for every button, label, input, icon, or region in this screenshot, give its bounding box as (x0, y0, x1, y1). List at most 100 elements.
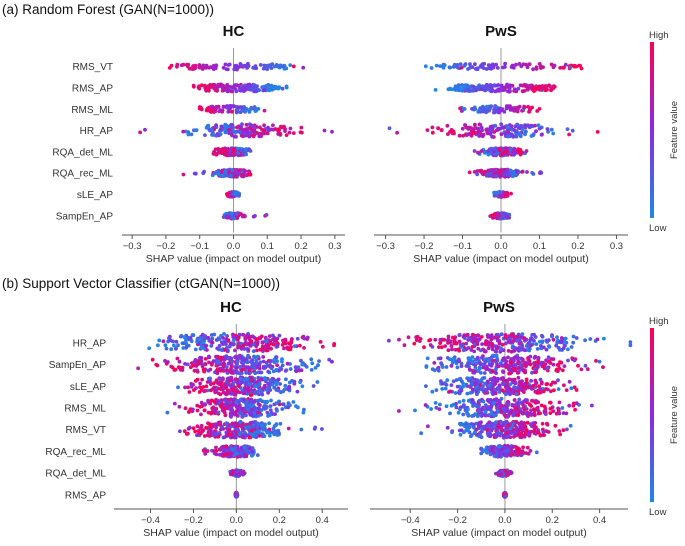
section-title-b: (b) Support Vector Classifier (ctGAN(N=1… (2, 276, 280, 291)
dot-sLE_AP (487, 383, 491, 388)
dot-sLE_AP (509, 191, 513, 196)
dot-RMS_VT (320, 427, 324, 431)
dot-RMS_VT (517, 62, 522, 66)
dot-RMS_VT (261, 66, 266, 71)
dot-RMS_VT (256, 429, 261, 434)
dot-RMS_VT (184, 432, 189, 436)
dot-RMS_ML (212, 411, 217, 415)
dot-sLE_AP (522, 390, 526, 394)
dot-HR_AP (161, 339, 166, 344)
dot-HR_AP (237, 332, 242, 337)
dot-RMS_ML (216, 399, 221, 403)
dot-HR_AP (467, 125, 472, 130)
dot-RMS_VT (235, 421, 240, 426)
dot-sLE_AP (287, 386, 292, 391)
dot-RMS_AP (544, 87, 549, 92)
dot-HR_AP (330, 129, 334, 134)
dot-SampEn_AP (245, 360, 250, 365)
dot-sLE_AP (508, 382, 513, 387)
dot-RMS_ML (516, 407, 520, 412)
dot-RMS_ML (232, 104, 236, 109)
dot-SampEn_AP (216, 355, 221, 359)
dot-RMS_ML (497, 110, 502, 114)
dot-RQA_rec_ML (255, 453, 260, 457)
x-tick-label-0.2: 0.2 (273, 515, 286, 526)
dot-SampEn_AP (425, 356, 430, 361)
dot-SampEn_AP (509, 361, 513, 365)
dot-RMS_ML (217, 109, 222, 114)
dot-RQA_rec_ML (497, 168, 502, 173)
dot-SampEn_AP (469, 358, 473, 363)
dot-HR_AP (480, 128, 484, 133)
dot-SampEn_AP (486, 359, 491, 363)
dot-RMS_ML (249, 404, 254, 408)
dot-RMS_AP (534, 87, 539, 91)
dot-SampEn_AP (288, 367, 293, 371)
dot-sLE_AP (223, 392, 228, 396)
dot-sLE_AP (523, 386, 528, 391)
dot-HR_AP (506, 349, 511, 353)
dot-RMS_ML (483, 413, 488, 418)
dot-RMS_VT (291, 64, 296, 69)
dot-RMS_AP (220, 85, 225, 90)
dot-RMS_VT (538, 66, 543, 70)
dot-RMS_AP (539, 86, 544, 91)
dot-RMS_ML (226, 109, 231, 114)
dot-sLE_AP (209, 388, 213, 393)
dot-RQA_det_ML (483, 151, 487, 155)
dot-sLE_AP (541, 389, 546, 394)
dot-SampEn_AP (555, 369, 560, 373)
dot-RMS_ML (209, 110, 214, 114)
dot-RMS_ML (199, 107, 204, 112)
dot-RMS_ML (198, 404, 203, 409)
dot-RMS_ML (214, 105, 219, 109)
dot-HR_AP (138, 130, 143, 135)
dot-RMS_VT (553, 423, 558, 428)
dot-HR_AP (157, 338, 162, 343)
dot-RMS_ML (494, 404, 499, 408)
dot-RMS_VT (228, 424, 233, 429)
x-tick-label-0: 0.0 (227, 241, 240, 252)
dot-SampEn_AP (261, 359, 266, 364)
dot-SampEn_AP (215, 361, 219, 366)
dot-RMS_AP (483, 88, 488, 93)
feature-label-RMS_VT: RMS_VT (72, 62, 113, 73)
dot-RMS_VT (462, 63, 467, 68)
dot-RMS_ML (492, 401, 496, 405)
dot-RMS_VT (274, 63, 279, 67)
dot-HR_AP (395, 130, 399, 135)
dot-RMS_VT (217, 431, 222, 435)
dot-RMS_ML (510, 403, 515, 407)
dot-RMS_AP (277, 85, 282, 90)
dot-sLE_AP (500, 388, 505, 393)
dot-RMS_VT (301, 65, 306, 70)
dot-HR_AP (558, 340, 563, 345)
dot-SampEn_AP (253, 371, 258, 376)
dot-RMS_ML (199, 412, 203, 417)
dot-SampEn_AP (597, 359, 602, 364)
dot-RMS_AP (492, 83, 497, 88)
dot-HR_AP (516, 348, 520, 353)
dot-HR_AP (438, 337, 443, 342)
dot-HR_AP (520, 345, 525, 350)
dot-HR_AP (489, 334, 494, 338)
dot-sLE_AP (254, 389, 259, 394)
dot-SampEn_AP (511, 366, 516, 371)
dot-RMS_ML (240, 414, 245, 419)
dot-HR_AP (178, 334, 183, 339)
dot-SampEn_AP (219, 369, 224, 373)
dot-RMS_VT (451, 65, 456, 69)
dot-RQA_det_ML (486, 152, 491, 157)
dot-SampEn_AP (601, 365, 605, 369)
dot-RQA_rec_ML (212, 449, 217, 453)
dot-HR_AP (239, 125, 243, 129)
x-axis-label-1: SHAP value (impact on model output) (413, 253, 588, 265)
dot-RMS_ML (234, 110, 239, 115)
dot-SampEn_AP (466, 356, 471, 361)
dot-RMS_ML (457, 400, 462, 404)
dot-sLE_AP (430, 389, 435, 394)
dot-RMS_ML (458, 106, 462, 111)
dot-SampEn_AP (572, 358, 577, 363)
dot-RMS_VT (506, 434, 510, 439)
dot-RMS_VT (526, 432, 530, 437)
